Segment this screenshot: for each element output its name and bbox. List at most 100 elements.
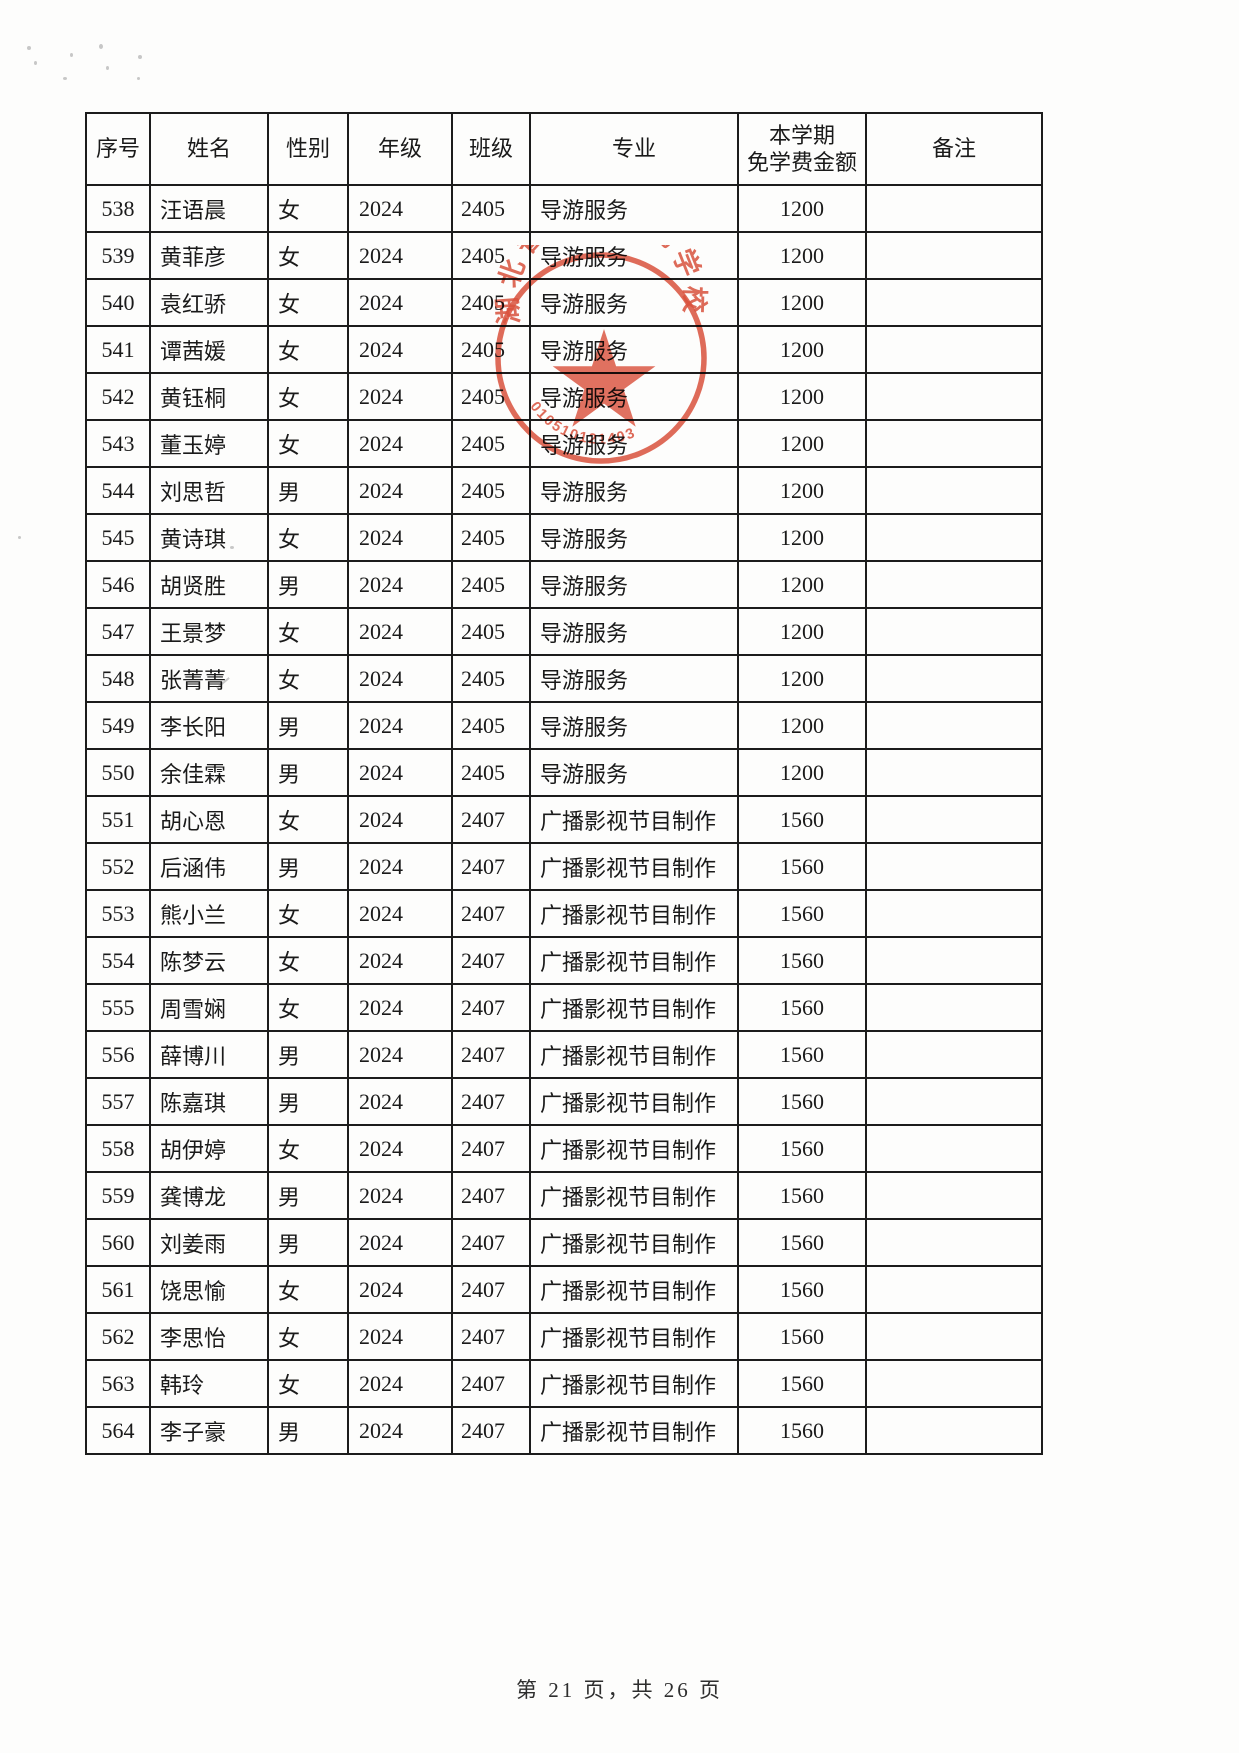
cell-major: 导游服务: [529, 654, 739, 703]
column-header-gender: 性别: [267, 112, 349, 186]
cell-grade: 2024: [347, 466, 453, 515]
cell-grade: 2024: [347, 1030, 453, 1079]
cell-name: 胡贤胜: [149, 560, 269, 609]
table-row: 561 饶思愉女 2024 2407 广播影视节目制作 1560: [85, 1265, 1043, 1314]
cell-gender: 男: [267, 1171, 349, 1220]
cell-amount: 1560: [737, 889, 867, 938]
cell-major: 广播影视节目制作: [529, 1171, 739, 1220]
cell-grade: 2024: [347, 1171, 453, 1220]
cell-remark: [865, 372, 1043, 421]
cell-gender: 男: [267, 466, 349, 515]
table-row: 546 胡贤胜男 2024 2405 导游服务 1200: [85, 560, 1043, 609]
cell-index: 550: [85, 748, 151, 797]
cell-amount: 1200: [737, 748, 867, 797]
cell-grade: 2024: [347, 184, 453, 233]
cell-index: 561: [85, 1265, 151, 1314]
cell-name: 董玉婷: [149, 419, 269, 468]
cell-amount: 1200: [737, 419, 867, 468]
cell-gender: 女: [267, 372, 349, 421]
cell-class: 2407: [451, 1218, 531, 1267]
cell-name: 张菁菁: [149, 654, 269, 703]
cell-index: 559: [85, 1171, 151, 1220]
cell-class: 2407: [451, 1030, 531, 1079]
scan-speckle: [138, 55, 142, 59]
cell-grade: 2024: [347, 983, 453, 1032]
cell-name: 陈梦云: [149, 936, 269, 985]
table-row: 542 黄钰桐女 2024 2405 导游服务 1200: [85, 372, 1043, 421]
cell-class: 2405: [451, 607, 531, 656]
cell-gender: 男: [267, 1218, 349, 1267]
cell-grade: 2024: [347, 1218, 453, 1267]
cell-name: 李长阳: [149, 701, 269, 750]
cell-remark: [865, 936, 1043, 985]
cell-name: 周雪娴: [149, 983, 269, 1032]
cell-name: 袁红骄: [149, 278, 269, 327]
cell-index: 551: [85, 795, 151, 844]
cell-major: 导游服务: [529, 513, 739, 562]
cell-index: 555: [85, 983, 151, 1032]
cell-class: 2405: [451, 701, 531, 750]
cell-amount: 1560: [737, 1171, 867, 1220]
cell-remark: [865, 1312, 1043, 1361]
cell-major: 广播影视节目制作: [529, 1406, 739, 1455]
cell-major: 广播影视节目制作: [529, 1124, 739, 1173]
page-footer: 第 21 页，共 26 页: [516, 1678, 723, 1702]
cell-remark: [865, 607, 1043, 656]
scan-speckle: [106, 66, 109, 70]
cell-major: 导游服务: [529, 325, 739, 374]
cell-class: 2407: [451, 1359, 531, 1408]
cell-grade: 2024: [347, 1312, 453, 1361]
cell-amount: 1560: [737, 1218, 867, 1267]
cell-name: 王景梦: [149, 607, 269, 656]
table-row: 545 黄诗琪女 2024 2405 导游服务 1200: [85, 513, 1043, 562]
cell-index: 546: [85, 560, 151, 609]
cell-index: 539: [85, 231, 151, 280]
cell-grade: 2024: [347, 419, 453, 468]
cell-gender: 女: [267, 513, 349, 562]
table-row: 548 张菁菁女 2024 2405 导游服务 1200: [85, 654, 1043, 703]
cell-class: 2407: [451, 1265, 531, 1314]
cell-index: 544: [85, 466, 151, 515]
cell-index: 564: [85, 1406, 151, 1455]
cell-remark: [865, 419, 1043, 468]
table-row: 539 黄菲彦女 2024 2405 导游服务 1200: [85, 231, 1043, 280]
cell-remark: [865, 1406, 1043, 1455]
cell-amount: 1560: [737, 1312, 867, 1361]
cell-amount: 1560: [737, 1077, 867, 1126]
table-row: 563 韩玲女 2024 2407 广播影视节目制作 1560: [85, 1359, 1043, 1408]
cell-major: 导游服务: [529, 466, 739, 515]
cell-gender: 男: [267, 748, 349, 797]
cell-amount: 1560: [737, 983, 867, 1032]
cell-class: 2407: [451, 936, 531, 985]
cell-class: 2405: [451, 513, 531, 562]
cell-grade: 2024: [347, 1265, 453, 1314]
column-header-index: 序号: [85, 112, 151, 186]
cell-gender: 女: [267, 419, 349, 468]
cell-remark: [865, 1218, 1043, 1267]
cell-major: 导游服务: [529, 748, 739, 797]
cell-class: 2407: [451, 983, 531, 1032]
cell-major: 导游服务: [529, 372, 739, 421]
table-row: 553 熊小兰女 2024 2407 广播影视节目制作 1560: [85, 889, 1043, 938]
cell-amount: 1200: [737, 466, 867, 515]
table-row: 564 李子豪男 2024 2407 广播影视节目制作 1560: [85, 1406, 1043, 1455]
cell-name: 陈嘉琪: [149, 1077, 269, 1126]
cell-grade: 2024: [347, 748, 453, 797]
table-row: 538 汪语晨女 2024 2405 导游服务 1200: [85, 184, 1043, 233]
cell-amount: 1560: [737, 1265, 867, 1314]
cell-remark: [865, 231, 1043, 280]
cell-grade: 2024: [347, 372, 453, 421]
cell-class: 2407: [451, 1312, 531, 1361]
cell-index: 543: [85, 419, 151, 468]
table-row: 552 后涵伟男 2024 2407 广播影视节目制作 1560: [85, 842, 1043, 891]
cell-amount: 1560: [737, 1030, 867, 1079]
cell-amount: 1560: [737, 1124, 867, 1173]
cell-class: 2405: [451, 184, 531, 233]
cell-gender: 女: [267, 654, 349, 703]
table-row: 560 刘姜雨男 2024 2407 广播影视节目制作 1560: [85, 1218, 1043, 1267]
cell-name: 龚博龙: [149, 1171, 269, 1220]
cell-remark: [865, 1030, 1043, 1079]
cell-grade: 2024: [347, 654, 453, 703]
cell-gender: 女: [267, 1265, 349, 1314]
